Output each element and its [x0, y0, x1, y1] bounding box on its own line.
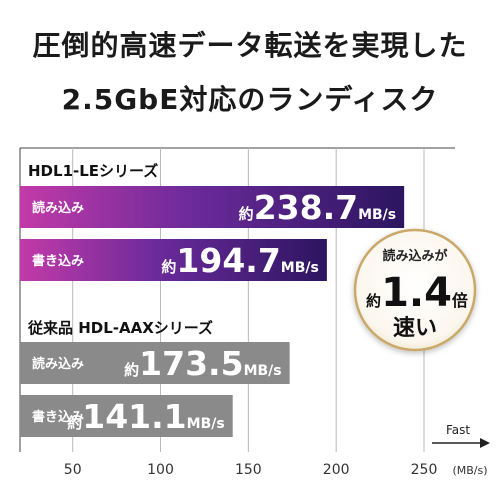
x-tick-label: 200: [323, 462, 350, 478]
data-label-unit: MB/s: [281, 260, 319, 276]
data-label: 約173.5MB/s: [124, 344, 281, 383]
data-label-unit: MB/s: [244, 363, 282, 379]
data-label-value: 238.7: [254, 188, 358, 227]
bar-label: 書き込み: [32, 409, 84, 425]
data-label-prefix: 約: [124, 361, 139, 379]
badge-circle: [353, 228, 477, 352]
badge-value: 約1.4倍: [366, 270, 468, 316]
bar-label: 書き込み: [32, 253, 84, 269]
data-label-value: 141.1: [82, 397, 186, 436]
bar: [20, 395, 233, 437]
x-tick-label: 100: [147, 462, 174, 478]
data-label: 約141.1MB/s: [67, 397, 224, 436]
bar-label: 読み込み: [32, 356, 84, 372]
data-label: 約194.7MB/s: [161, 241, 318, 280]
bar: [20, 342, 290, 384]
badge-top-text: 読み込みが: [382, 248, 447, 264]
x-tick-label: 50: [64, 462, 82, 478]
x-tick-label: 250: [411, 462, 438, 478]
x-axis-unit: (MB/s): [452, 464, 487, 477]
bar: [20, 239, 327, 281]
data-label-unit: MB/s: [187, 416, 225, 432]
group-label-new: HDL1-LEシリーズ: [28, 162, 158, 180]
fast-label: Fast: [446, 423, 470, 437]
badge-bottom-text: 速い: [393, 315, 437, 341]
data-label-prefix: 約: [239, 205, 254, 223]
data-label-value: 173.5: [139, 344, 243, 383]
headline-line-2: 2.5GbE対応のランディスク: [61, 83, 439, 116]
badge-value-part: 約: [366, 292, 381, 310]
badge-value-part: 1.4: [381, 270, 452, 316]
badge-value-part: 倍: [452, 291, 468, 310]
bar-label: 読み込み: [32, 200, 84, 216]
data-label-value: 194.7: [176, 241, 280, 280]
data-label: 約238.7MB/s: [239, 188, 396, 227]
bar: [20, 186, 405, 228]
data-label-prefix: 約: [67, 414, 82, 432]
data-label-unit: MB/s: [358, 207, 396, 223]
group-label-old: 従来品 HDL-AAXシリーズ: [27, 319, 213, 337]
data-label-prefix: 約: [161, 258, 176, 276]
fast-arrowhead: [480, 438, 490, 448]
headline-line-1: 圧倒的高速データ転送を実現した: [32, 29, 468, 62]
x-tick-label: 150: [235, 462, 262, 478]
x-axis: 50 100 150 200 250 (MB/s) Fast: [64, 423, 490, 478]
